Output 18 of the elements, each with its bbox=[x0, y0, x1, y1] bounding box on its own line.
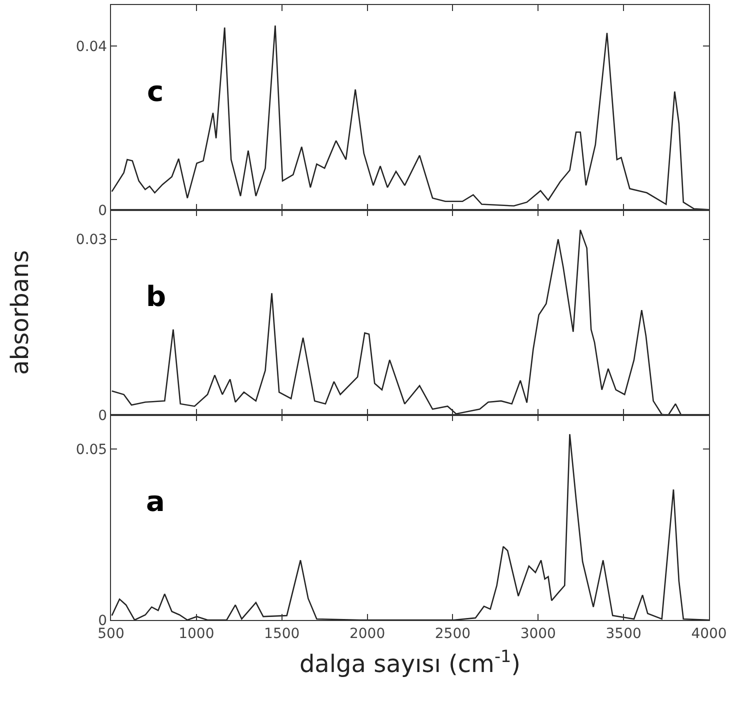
y-tick-label: 0.05 bbox=[76, 442, 108, 458]
y-tick-label: 0 bbox=[98, 408, 108, 424]
x-tick-label: 2000 bbox=[349, 626, 386, 642]
line-series bbox=[111, 433, 709, 620]
x-tick-label: 3500 bbox=[606, 626, 642, 642]
annotation: c bbox=[147, 75, 164, 108]
x-axis-title: dalga sayısı (cm$^{-1}$) bbox=[299, 646, 521, 678]
x-tick-label: 3000 bbox=[520, 626, 556, 642]
annotation: b bbox=[146, 280, 166, 313]
annotation: a bbox=[146, 485, 165, 518]
y-tick-label: 0.03 bbox=[76, 232, 108, 248]
x-tick-label: 4000 bbox=[691, 626, 727, 642]
y-axis-title: absorbans bbox=[6, 250, 34, 375]
y-tick-label: 0.04 bbox=[76, 38, 108, 55]
x-tick-label: 2500 bbox=[434, 626, 471, 642]
y-tick-label: 0 bbox=[98, 202, 108, 219]
x-tick-label: 1000 bbox=[178, 626, 214, 642]
x-tick-label: 1500 bbox=[264, 626, 300, 642]
